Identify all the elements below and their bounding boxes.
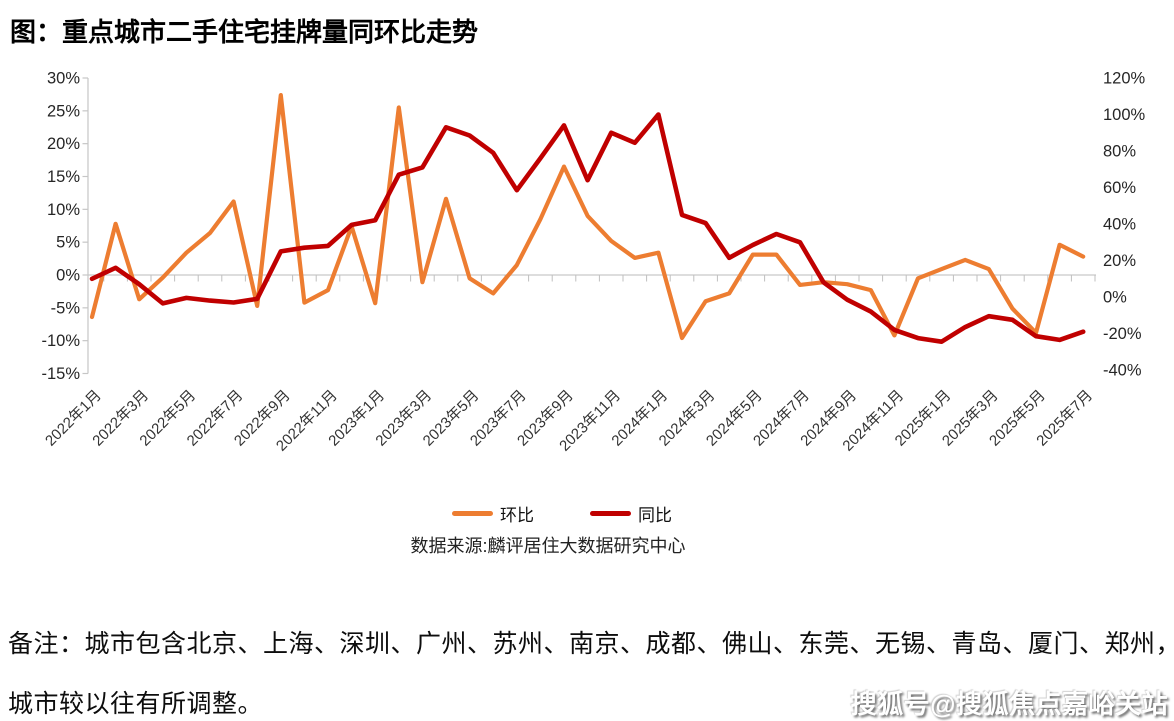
right-axis-tick-label: 120% xyxy=(1103,70,1146,88)
left-axis-tick-label: -10% xyxy=(41,332,80,350)
watermark: 搜狐号@搜狐焦点嘉峪关站 xyxy=(850,689,1168,719)
footnote-line-1: 备注：城市包含北京、上海、深圳、广州、苏州、南京、成都、佛山、东莞、无锡、青岛、… xyxy=(8,631,1174,658)
right-axis-tick-label: -40% xyxy=(1103,362,1142,380)
footnote-line-2: 城市较以往有所调整。 xyxy=(8,691,264,718)
legend-item-yoy: 同比 xyxy=(590,501,672,526)
left-axis-tick-label: -5% xyxy=(51,299,81,317)
line-chart: 30% 25% 20% 15% 10% 5% 0% -5% -10% -15% 120% 100% 80… xyxy=(41,70,1146,455)
left-axis-tick-label: 0% xyxy=(56,267,80,285)
legend-label-mom: 环比 xyxy=(500,506,534,525)
legend: 环比 同比 xyxy=(452,501,672,526)
left-axis-tick-label: 15% xyxy=(47,168,80,186)
left-axis-tick-label: 5% xyxy=(56,234,80,252)
legend-label-yoy: 同比 xyxy=(638,506,672,525)
right-axis-tick-label: 60% xyxy=(1103,179,1136,197)
series-line-同比 xyxy=(89,112,1086,345)
left-axis-tick-label: 30% xyxy=(47,70,80,88)
right-axis-tick-label: 40% xyxy=(1103,216,1136,234)
series-line-环比 xyxy=(89,92,1086,341)
right-axis-tick-label: 20% xyxy=(1103,252,1136,270)
left-axis-tick-label: -15% xyxy=(41,365,80,383)
legend-swatch-mom-icon xyxy=(452,511,493,516)
legend-item-mom: 环比 xyxy=(452,501,534,526)
right-axis-tick-label: 0% xyxy=(1103,289,1127,307)
left-axis-tick-label: 25% xyxy=(47,102,80,120)
right-axis-tick-label: 100% xyxy=(1103,106,1146,124)
chart-title: 图：重点城市二手住宅挂牌量同环比走势 xyxy=(10,17,479,47)
left-axis-tick-label: 20% xyxy=(47,135,80,153)
right-axis-tick-label: 80% xyxy=(1103,143,1136,161)
data-source-note: 数据来源:麟评居住大数据研究中心 xyxy=(410,536,686,556)
legend-swatch-yoy-icon xyxy=(590,511,631,516)
right-axis-tick-label: -20% xyxy=(1103,325,1142,343)
left-axis-tick-label: 10% xyxy=(47,201,80,219)
